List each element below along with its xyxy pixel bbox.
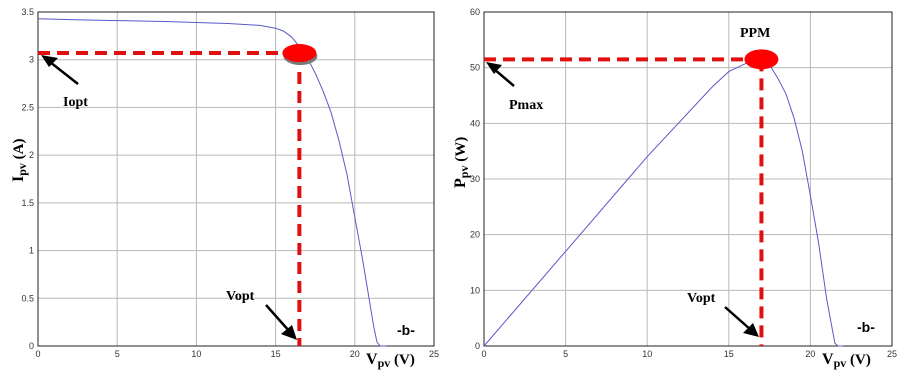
pv-x-tick-label: 0 bbox=[481, 349, 486, 359]
iv-x-axis-label: Vpv (V) bbox=[366, 351, 415, 370]
vopt-arrow-left bbox=[265, 304, 297, 340]
iv-x-tick-label: 10 bbox=[191, 349, 201, 359]
iv-y-tick-label: 2 bbox=[29, 150, 34, 160]
vopt-label-right: Vopt bbox=[687, 291, 716, 306]
iv-grid bbox=[38, 12, 434, 346]
iv-y-tick-label: 1 bbox=[29, 246, 34, 256]
pv-x-label-unit: (V) bbox=[846, 352, 871, 368]
pv-x-tick-label: 15 bbox=[724, 349, 734, 359]
pv-grid bbox=[484, 12, 892, 346]
iv-y-tick-label: 1.5 bbox=[21, 198, 34, 208]
pv-x-ticks: 0 5 10 15 20 25 bbox=[481, 349, 897, 359]
pv-y-tick-label: 30 bbox=[470, 174, 480, 184]
iv-x-label-main: V bbox=[366, 351, 378, 368]
pv-y-tick-label: 0 bbox=[475, 341, 480, 351]
pv-y-tick-label: 20 bbox=[470, 230, 480, 240]
panel-label-right: -b- bbox=[857, 319, 875, 335]
pv-y-tick-label: 10 bbox=[470, 285, 480, 295]
pv-curve bbox=[483, 58, 843, 347]
vopt-arrow-right bbox=[724, 306, 759, 337]
iv-x-tick-label: 15 bbox=[271, 349, 281, 359]
iv-y-label-sub: pv bbox=[15, 163, 29, 176]
pv-x-tick-label: 10 bbox=[642, 349, 652, 359]
iv-optimum-marker bbox=[282, 44, 317, 63]
iv-chart: 0 5 10 15 20 25 0 0.5 1 1.5 2 2.5 3 3.5 Iopt Vopt -b… bbox=[10, 7, 439, 370]
iopt-arrow bbox=[41, 55, 79, 85]
vopt-label-left: Vopt bbox=[226, 289, 255, 304]
pv-y-label-sub: pv bbox=[457, 166, 471, 179]
iv-y-axis-label: Ipv (A) bbox=[10, 139, 29, 183]
pv-chart: 0 5 10 15 20 25 0 10 20 30 40 50 60 PPM Pmax Vopt -… bbox=[452, 7, 897, 370]
pv-y-axis-label: Ppv (W) bbox=[452, 137, 471, 188]
iv-x-tick-label: 0 bbox=[35, 349, 40, 359]
pv-x-tick-label: 5 bbox=[563, 349, 568, 359]
iv-y-tick-label: 0.5 bbox=[21, 293, 34, 303]
iv-x-label-sub: pv bbox=[378, 356, 391, 370]
pv-x-tick-label: 25 bbox=[887, 349, 897, 359]
pv-x-tick-label: 20 bbox=[805, 349, 815, 359]
iv-x-label-unit: (V) bbox=[390, 352, 415, 368]
iv-x-tick-label: 25 bbox=[429, 349, 439, 359]
iopt-label: Iopt bbox=[63, 95, 88, 110]
pv-y-label-unit: (W) bbox=[453, 137, 469, 166]
iv-y-tick-label: 3.5 bbox=[21, 7, 34, 17]
iv-y-tick-label: 2.5 bbox=[21, 102, 34, 112]
ppm-label: PPM bbox=[740, 26, 770, 41]
iv-y-label-unit: (A) bbox=[11, 139, 27, 164]
pv-x-label-sub: pv bbox=[834, 356, 847, 370]
iv-x-tick-label: 20 bbox=[350, 349, 360, 359]
pv-x-label-main: V bbox=[822, 351, 834, 368]
iv-y-label-main: I bbox=[10, 176, 27, 182]
iv-x-ticks: 0 5 10 15 20 25 bbox=[35, 349, 439, 359]
iv-x-tick-label: 5 bbox=[115, 349, 120, 359]
iv-curve bbox=[37, 18, 387, 347]
pv-y-label-main: P bbox=[452, 178, 469, 188]
pv-y-tick-label: 40 bbox=[470, 118, 480, 128]
iv-plot-frame bbox=[37, 11, 435, 347]
iv-y-ticks: 0 0.5 1 1.5 2 2.5 3 3.5 bbox=[21, 7, 34, 351]
panel-label-left: -b- bbox=[397, 322, 415, 338]
pmax-label: Pmax bbox=[509, 98, 543, 113]
pv-x-axis-label: Vpv (V) bbox=[822, 351, 871, 370]
iv-y-tick-label: 3 bbox=[29, 55, 34, 65]
iv-y-tick-label: 0 bbox=[29, 341, 34, 351]
pv-y-tick-label: 60 bbox=[470, 7, 480, 17]
pv-plot-frame bbox=[483, 11, 893, 347]
pv-y-tick-label: 50 bbox=[470, 63, 480, 73]
pmax-arrow bbox=[486, 62, 515, 87]
pv-y-ticks: 0 10 20 30 40 50 60 bbox=[470, 7, 480, 351]
pv-maximum-power-marker bbox=[744, 49, 779, 70]
